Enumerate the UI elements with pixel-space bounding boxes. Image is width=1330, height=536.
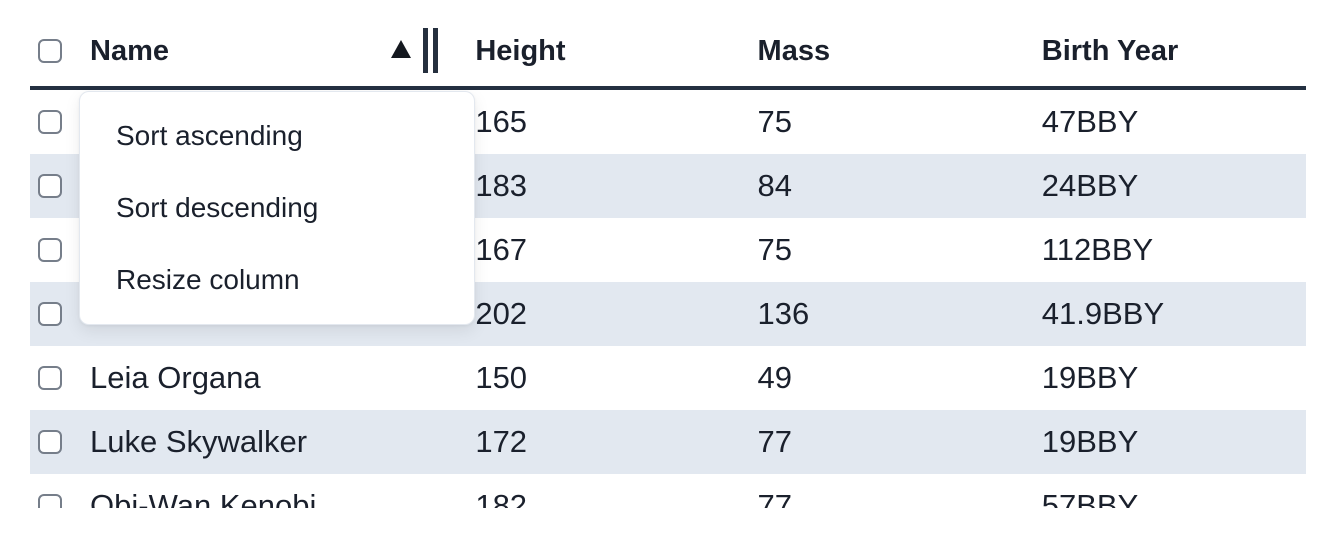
- row-checkbox-cell: [30, 410, 78, 474]
- birth-year-cell: 19BBY: [1041, 424, 1139, 459]
- row-checkbox[interactable]: [38, 494, 62, 508]
- row-checkbox-cell: [30, 154, 78, 218]
- column-context-menu: Sort ascending Sort descending Resize co…: [79, 91, 475, 325]
- column-header-name[interactable]: Name: [78, 12, 464, 90]
- mass-cell: 75: [757, 104, 793, 139]
- birth-year-cell: 24BBY: [1041, 168, 1139, 203]
- column-header-mass[interactable]: Mass: [745, 12, 1030, 90]
- name-cell: Leia Organa: [90, 360, 261, 395]
- birth-year-cell: 19BBY: [1041, 360, 1139, 395]
- row-checkbox[interactable]: [38, 174, 62, 198]
- select-all-header-cell: [30, 12, 79, 90]
- column-header-height[interactable]: Height: [463, 12, 746, 90]
- mass-cell: 136: [757, 296, 810, 331]
- mass-cell: 77: [757, 488, 793, 508]
- mass-cell: 49: [757, 360, 793, 395]
- row-checkbox-cell: [30, 346, 78, 410]
- table-row: 167 75 112BBY: [30, 218, 1306, 282]
- menu-item-resize-column[interactable]: Resize column: [116, 264, 300, 295]
- table-row: Luke Skywalker 172 77 19BBY: [30, 410, 1306, 474]
- menu-item-sort-ascending[interactable]: Sort ascending: [116, 120, 303, 151]
- table-row: 165 75 47BBY: [30, 88, 1306, 154]
- table-row: Obi-Wan Kenobi 182 77 57BBY: [30, 474, 1306, 508]
- menu-item-sort-descending[interactable]: Sort descending: [116, 192, 319, 223]
- select-all-checkbox[interactable]: [38, 39, 62, 63]
- header-row: Name Height Mass Birth Year: [30, 12, 1306, 90]
- height-cell: 150: [475, 360, 528, 395]
- height-cell: 182: [475, 488, 528, 508]
- mass-cell: 84: [757, 168, 793, 203]
- column-header-name-label: Name: [90, 34, 170, 67]
- row-checkbox-cell: [30, 88, 78, 154]
- birth-year-cell: 41.9BBY: [1041, 296, 1165, 331]
- sort-ascending-icon: [391, 40, 412, 58]
- row-checkbox[interactable]: [38, 430, 62, 454]
- row-checkbox[interactable]: [38, 366, 62, 390]
- row-checkbox-cell: [30, 218, 78, 282]
- height-cell: 202: [475, 296, 528, 331]
- row-checkbox[interactable]: [38, 238, 62, 262]
- height-cell: 167: [475, 232, 528, 267]
- row-checkbox[interactable]: [38, 110, 62, 134]
- birth-year-cell: 57BBY: [1041, 488, 1139, 508]
- height-cell: 172: [475, 424, 528, 459]
- height-cell: 165: [475, 104, 528, 139]
- birth-year-cell: 112BBY: [1041, 232, 1154, 267]
- table-row: Leia Organa 150 49 19BBY: [30, 346, 1306, 410]
- name-cell: Obi-Wan Kenobi: [90, 488, 317, 508]
- row-checkbox-cell: [30, 474, 78, 508]
- row-checkbox-cell: [30, 282, 78, 346]
- name-cell: Luke Skywalker: [90, 424, 308, 459]
- column-resize-handle-icon[interactable]: [423, 28, 439, 73]
- birth-year-cell: 47BBY: [1041, 104, 1139, 139]
- row-checkbox[interactable]: [38, 302, 62, 326]
- column-header-birth-year[interactable]: Birth Year: [1029, 12, 1306, 90]
- mass-cell: 75: [757, 232, 793, 267]
- mass-cell: 77: [757, 424, 793, 459]
- height-cell: 183: [475, 168, 528, 203]
